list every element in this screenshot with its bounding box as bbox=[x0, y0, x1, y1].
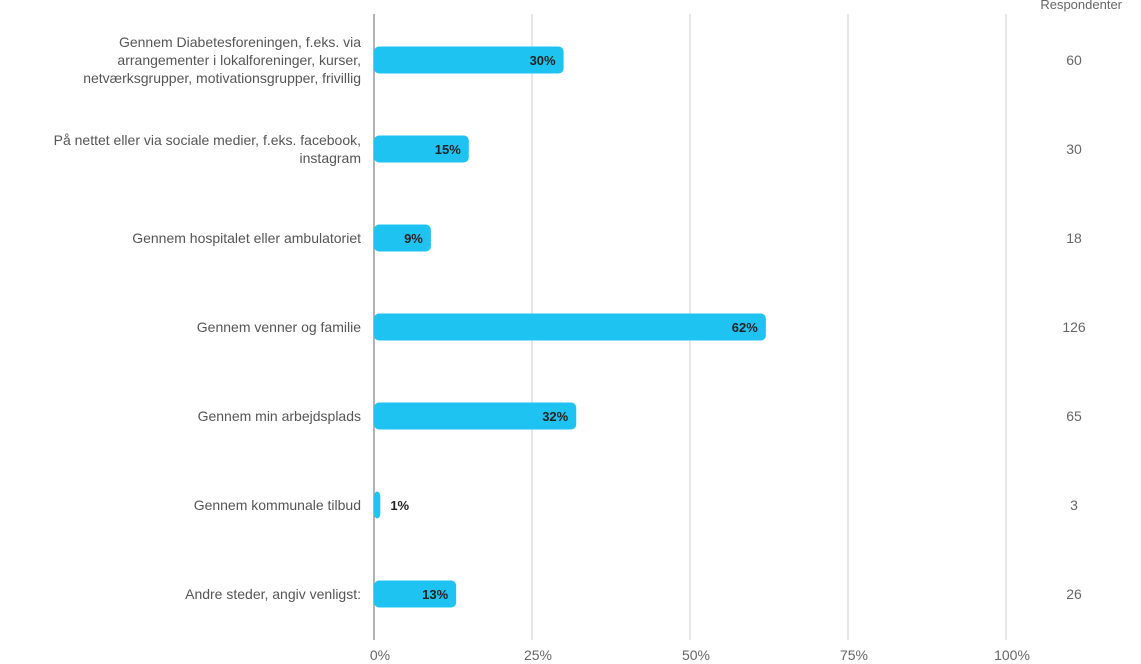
category-label: På nettet eller via sociale medier, f.ek… bbox=[54, 132, 361, 148]
category-label: Gennem kommunale tilbud bbox=[194, 497, 361, 513]
respondent-count: 65 bbox=[1066, 408, 1082, 424]
respondent-count: 30 bbox=[1066, 141, 1082, 157]
category-label: Gennem Diabetesforeningen, f.eks. via bbox=[119, 34, 361, 50]
category-labels: Gennem Diabetesforeningen, f.eks. via arr… bbox=[54, 34, 362, 602]
bar-value-label: 30% bbox=[530, 53, 556, 68]
category-label: Gennem min arbejdsplads bbox=[198, 408, 361, 424]
respondent-count: 26 bbox=[1066, 586, 1082, 602]
respondent-count: 60 bbox=[1066, 52, 1082, 68]
x-tick-label: 50% bbox=[682, 647, 710, 663]
bar bbox=[374, 46, 564, 74]
bar-value-label: 32% bbox=[542, 409, 568, 424]
x-tick-labels: 0% 25% 50% 75% 100% bbox=[370, 647, 1030, 663]
respondent-count: 126 bbox=[1062, 319, 1086, 335]
category-label: Gennem venner og familie bbox=[197, 319, 361, 335]
bar-value-label: 15% bbox=[435, 142, 461, 157]
bar bbox=[374, 135, 469, 163]
bar-value-label: 13% bbox=[422, 587, 448, 602]
bar bbox=[374, 580, 457, 608]
bar bbox=[374, 491, 381, 519]
x-tick-label: 0% bbox=[370, 647, 390, 663]
x-tick-label: 100% bbox=[994, 647, 1030, 663]
category-label: instagram bbox=[300, 150, 361, 166]
bar-value-label: 1% bbox=[390, 498, 409, 513]
category-label: arrangementer i lokalforeninger, kurser, bbox=[117, 52, 361, 68]
respondents-header: Respondenter bbox=[1040, 0, 1122, 12]
respondent-count: 18 bbox=[1066, 230, 1082, 246]
bar bbox=[374, 224, 431, 252]
bar-value-label: 62% bbox=[732, 320, 758, 335]
bars: 30% 15% 9% 62% 32% 1% 13% bbox=[374, 46, 766, 608]
respondent-column: Respondenter 60 30 18 126 65 3 26 bbox=[1040, 0, 1122, 602]
respondent-count: 3 bbox=[1070, 497, 1078, 513]
bar bbox=[374, 402, 577, 430]
x-tick-label: 75% bbox=[840, 647, 868, 663]
category-label: netværksgrupper, motivationsgrupper, fri… bbox=[83, 70, 361, 86]
bar-value-label: 9% bbox=[404, 231, 423, 246]
category-label: Andre steder, angiv venligst: bbox=[185, 586, 361, 602]
bar bbox=[374, 313, 766, 341]
category-label: Gennem hospitalet eller ambulatoriet bbox=[132, 230, 361, 246]
x-tick-label: 25% bbox=[524, 647, 552, 663]
